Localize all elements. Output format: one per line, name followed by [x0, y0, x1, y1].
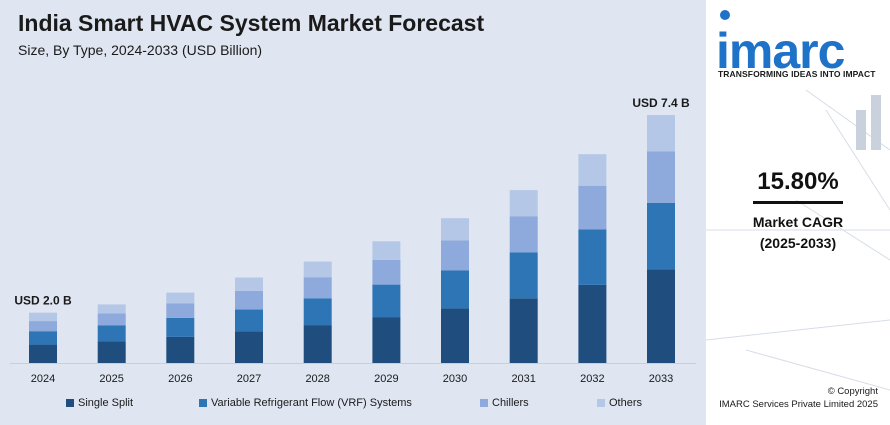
- bar-segment-2029-0: [372, 317, 401, 363]
- stacked-bar-chart: 2024 2025 2026 2027 2028 2029 2030 2031 2032 2033…: [10, 96, 696, 385]
- bar-segment-2028-0: [303, 325, 332, 363]
- bar-segment-2033-0: [647, 269, 675, 363]
- bar-segment-2028-1: [303, 298, 332, 326]
- legend-swatch: [199, 399, 207, 407]
- bar-segment-2033-3: [647, 115, 675, 152]
- bar-segment-2033-2: [647, 151, 675, 203]
- legend-label: Single Split: [78, 397, 134, 409]
- bar-segment-2024-0: [29, 344, 57, 363]
- bar-segment-2031-3: [509, 190, 538, 217]
- bar-segment-2027-2: [235, 290, 263, 310]
- bar-segment-2031-2: [509, 216, 538, 253]
- bar-segment-2032-3: [578, 154, 607, 186]
- background-chart-decoration: [706, 90, 890, 391]
- bar-segment-2025-2: [97, 313, 126, 326]
- legend-swatch: [480, 399, 488, 407]
- bar-segment-2032-2: [578, 185, 607, 230]
- legend-label: Chillers: [492, 397, 529, 409]
- bar-segment-2031-0: [509, 298, 538, 363]
- bar-segment-2029-2: [372, 259, 401, 285]
- copyright-line1: © Copyright: [827, 386, 878, 397]
- chart-title: India Smart HVAC System Market Forecast: [18, 10, 485, 36]
- copyright-line2: IMARC Services Private Limited 2025: [719, 399, 878, 410]
- brand-tagline: TRANSFORMING IDEAS INTO IMPACT: [718, 69, 876, 79]
- bar-segment-2028-2: [303, 277, 332, 299]
- x-tick-label: 2025: [99, 373, 123, 385]
- cagr-label: Market CAGR (2025-2033): [706, 212, 890, 254]
- bar-segment-2027-0: [235, 331, 263, 363]
- chart-panel: India Smart HVAC System Market Forecast …: [0, 10, 706, 413]
- imarc-logo: imarc: [716, 23, 845, 79]
- x-tick-label: 2031: [511, 373, 535, 385]
- legend-item: Chillers: [480, 397, 529, 409]
- bar-segment-2030-3: [441, 218, 469, 241]
- bar-segment-2031-1: [509, 252, 538, 299]
- bar-segment-2032-1: [578, 229, 607, 285]
- bar-segment-2025-0: [97, 341, 126, 363]
- legend-swatch: [66, 399, 74, 407]
- cagr-label-line1: Market CAGR: [752, 214, 844, 230]
- legend-label: Others: [609, 397, 643, 409]
- side-panel: imarc TRANSFORMING IDEAS INTO IMPACT 15.…: [706, 0, 890, 425]
- bar-segment-2030-1: [441, 270, 469, 309]
- chart-subtitle: Size, By Type, 2024-2033 (USD Billion): [18, 42, 263, 58]
- legend-item: Others: [597, 397, 642, 409]
- logo-dot: [720, 10, 730, 20]
- x-tick-label: 2024: [31, 373, 55, 385]
- bar-segment-2027-1: [235, 309, 263, 332]
- legend-label: Variable Refrigerant Flow (VRF) Systems: [211, 397, 412, 409]
- legend-item: Single Split: [66, 397, 133, 409]
- cagr-value: 15.80%: [757, 168, 839, 195]
- x-tick-label: 2030: [443, 373, 467, 385]
- legend-swatch: [597, 399, 605, 407]
- x-tick-label: 2026: [168, 373, 192, 385]
- cagr-label-line2: (2025-2033): [759, 235, 837, 251]
- bar-segment-2025-1: [97, 325, 126, 342]
- bar-segment-2032-0: [578, 284, 607, 363]
- bar-segment-2025-3: [97, 304, 126, 314]
- data-label-annotation: USD 2.0 B: [14, 294, 72, 308]
- bar-segment-2028-3: [303, 261, 332, 278]
- bar-segment-2024-1: [29, 331, 57, 345]
- bar-segment-2026-1: [166, 317, 195, 337]
- bar-segment-2024-3: [29, 312, 57, 322]
- bar-segment-2024-2: [29, 321, 57, 332]
- bar-segment-2026-0: [166, 336, 195, 363]
- bar-segment-2030-2: [441, 240, 469, 271]
- bar-segment-2030-0: [441, 308, 469, 363]
- bar-segment-2027-3: [235, 277, 263, 291]
- bar-segment-2029-3: [372, 241, 401, 260]
- x-tick-label: 2029: [374, 373, 398, 385]
- chart-legend: Single Split Variable Refrigerant Flow (V…: [0, 397, 706, 413]
- x-tick-label: 2033: [649, 373, 673, 385]
- x-tick-label: 2032: [580, 373, 604, 385]
- data-label-annotation: USD 7.4 B: [632, 96, 690, 110]
- bar-segment-2026-3: [166, 292, 195, 304]
- x-tick-label: 2028: [305, 373, 329, 385]
- legend-item: Variable Refrigerant Flow (VRF) Systems: [199, 397, 412, 409]
- copyright: © Copyright IMARC Services Private Limit…: [719, 385, 878, 411]
- bar-segment-2026-2: [166, 303, 195, 318]
- bar-segment-2029-1: [372, 284, 401, 318]
- cagr-divider: [753, 201, 843, 204]
- bar-segment-2033-1: [647, 202, 675, 270]
- x-tick-label: 2027: [237, 373, 261, 385]
